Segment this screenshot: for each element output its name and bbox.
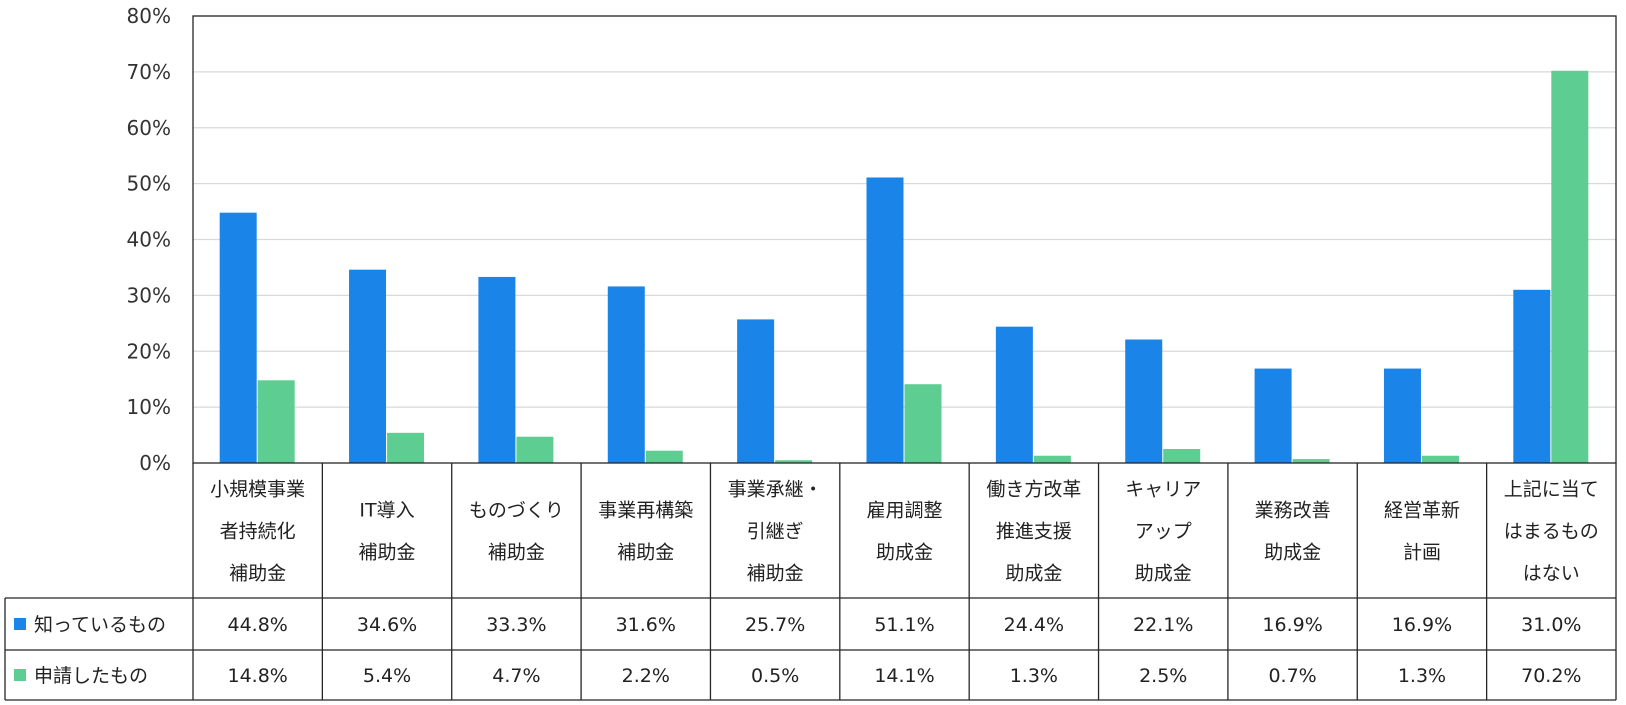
category-label: 助成金 — [876, 542, 933, 564]
data-label: 70.2% — [1521, 665, 1581, 687]
category-label: 業務改善 — [1255, 500, 1331, 522]
bar-known — [478, 276, 516, 463]
category-label: アップ — [1135, 521, 1192, 543]
category-label: 経営革新 — [1384, 500, 1460, 522]
category-label: 補助金 — [359, 542, 416, 564]
category-label: はない — [1523, 563, 1580, 585]
bar-applied — [904, 384, 942, 463]
bar-applied — [1163, 449, 1201, 463]
bar-applied — [1033, 455, 1071, 463]
data-label: 25.7% — [745, 614, 805, 636]
category-label: 補助金 — [488, 542, 545, 564]
category-label: 補助金 — [229, 563, 286, 585]
bar-known — [1383, 368, 1421, 463]
bar-known — [1513, 289, 1551, 463]
bar-known — [866, 177, 904, 463]
data-label: 31.6% — [616, 614, 676, 636]
category-label: 助成金 — [1135, 563, 1192, 585]
data-label: 51.1% — [874, 614, 934, 636]
bars — [219, 70, 1589, 463]
category-label: 計画 — [1403, 542, 1441, 564]
bar-applied — [1292, 459, 1330, 463]
data-label: 22.1% — [1133, 614, 1193, 636]
category-label: 助成金 — [1005, 563, 1062, 585]
data-label: 24.4% — [1004, 614, 1064, 636]
data-label: 4.7% — [492, 665, 540, 687]
data-label: 2.5% — [1139, 665, 1187, 687]
y-tick-label: 10% — [127, 395, 171, 419]
y-tick-label: 40% — [127, 228, 171, 252]
data-label: 31.0% — [1521, 614, 1581, 636]
bar-applied — [645, 450, 683, 463]
bar-applied — [257, 380, 295, 463]
axes — [192, 15, 1617, 464]
data-label: 16.9% — [1392, 614, 1452, 636]
category-label: 補助金 — [747, 563, 804, 585]
data-label: 14.1% — [874, 665, 934, 687]
legend-label: 申請したもの — [34, 665, 148, 687]
data-label: 2.2% — [622, 665, 670, 687]
bar-known — [1254, 368, 1292, 463]
category-label: はまるもの — [1504, 521, 1599, 543]
y-tick-label: 80% — [127, 4, 171, 28]
legend-key-known — [14, 618, 26, 630]
category-label: ものづくり — [469, 500, 564, 522]
y-tick-label: 0% — [139, 451, 171, 475]
bar-known — [995, 326, 1033, 463]
data-label: 34.6% — [357, 614, 417, 636]
bar-applied — [516, 436, 554, 463]
bar-known — [737, 319, 775, 463]
category-label: 事業再構築 — [598, 500, 693, 522]
data-label: 5.4% — [363, 665, 411, 687]
bar-known — [219, 212, 257, 463]
legend-key-applied — [14, 669, 26, 681]
category-label: 引継ぎ — [747, 521, 804, 543]
y-tick-label: 50% — [127, 172, 171, 196]
category-label: 者持続化 — [220, 521, 296, 543]
plot-area-frame — [192, 15, 1617, 464]
category-label: 雇用調整 — [866, 500, 942, 522]
bar-applied — [387, 432, 425, 463]
category-label: IT導入 — [359, 500, 414, 522]
category-label: 補助金 — [617, 542, 674, 564]
bar-known — [607, 286, 645, 463]
bar-applied — [1551, 70, 1589, 463]
category-label: 小規模事業 — [210, 479, 305, 501]
data-label: 1.3% — [1010, 665, 1058, 687]
bar-known — [349, 269, 387, 463]
data-label: 16.9% — [1262, 614, 1322, 636]
data-label: 1.3% — [1398, 665, 1446, 687]
y-tick-label: 30% — [127, 283, 171, 307]
y-tick-label: 60% — [127, 116, 171, 140]
bar-applied — [775, 460, 813, 463]
data-label: 0.5% — [751, 665, 799, 687]
bar-known — [1125, 339, 1163, 463]
category-label: 働き方改革 — [986, 479, 1081, 501]
category-label: 推進支援 — [996, 521, 1072, 543]
y-tick-label: 20% — [127, 339, 171, 363]
y-tick-label: 70% — [127, 60, 171, 84]
y-tick-labels: 0% 10% 20% 30% 40% 50% 60% 70% 80% — [127, 4, 171, 475]
legend-label: 知っているもの — [34, 614, 166, 636]
category-label: 助成金 — [1264, 542, 1321, 564]
category-label: キャリア — [1125, 479, 1201, 501]
data-label: 14.8% — [228, 665, 288, 687]
bar-applied — [1421, 455, 1459, 463]
data-label: 44.8% — [228, 614, 288, 636]
data-label: 0.7% — [1268, 665, 1316, 687]
gridlines — [193, 15, 1616, 408]
category-label: 事業承継・ — [728, 479, 823, 501]
data-label: 33.3% — [486, 614, 546, 636]
category-label: 上記に当て — [1504, 479, 1599, 501]
